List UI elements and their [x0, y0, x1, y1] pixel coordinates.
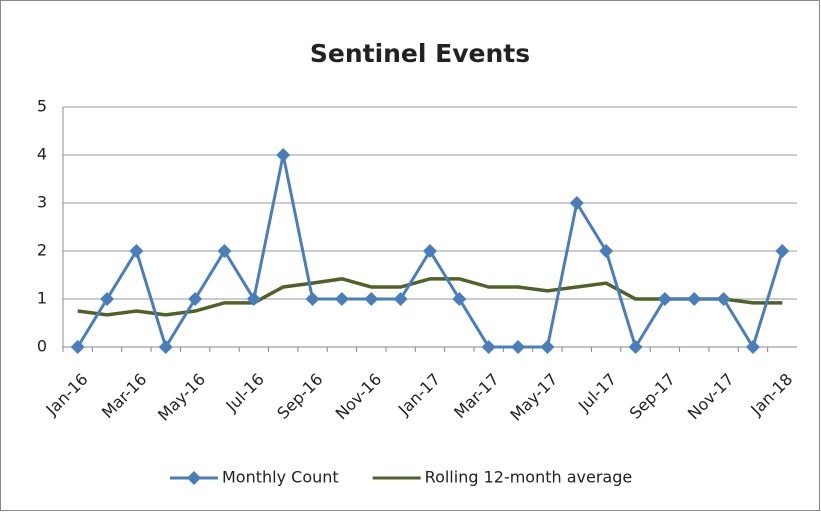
chart-title: Sentinel Events [310, 39, 530, 68]
marker [423, 244, 437, 258]
marker [217, 244, 232, 258]
marker [276, 148, 291, 162]
marker [364, 292, 379, 306]
marker [100, 292, 115, 306]
legend-label: Rolling 12-month average [425, 468, 633, 487]
marker [305, 292, 320, 306]
marker [775, 244, 790, 258]
marker [246, 292, 261, 306]
marker [188, 292, 203, 306]
marker [334, 292, 349, 306]
y-tick-label: 0 [37, 337, 47, 356]
marker [70, 340, 85, 354]
legend-marker [187, 471, 201, 485]
marker [158, 340, 173, 354]
marker [540, 340, 555, 354]
y-tick-label: 3 [37, 193, 47, 212]
y-tick-label: 1 [37, 289, 47, 308]
y-tick-label: 4 [37, 145, 47, 164]
marker [657, 292, 672, 306]
marker [511, 340, 526, 354]
marker [745, 340, 760, 354]
legend-label: Monthly Count [222, 468, 339, 487]
marker [569, 196, 584, 210]
marker [481, 340, 496, 354]
marker [628, 340, 643, 354]
y-tick-label: 2 [37, 241, 47, 260]
marker [129, 244, 144, 258]
y-tick-label: 5 [37, 97, 47, 116]
marker [599, 244, 614, 258]
marker [716, 292, 731, 306]
marker [687, 292, 702, 306]
marker [452, 292, 467, 306]
marker [393, 292, 408, 306]
